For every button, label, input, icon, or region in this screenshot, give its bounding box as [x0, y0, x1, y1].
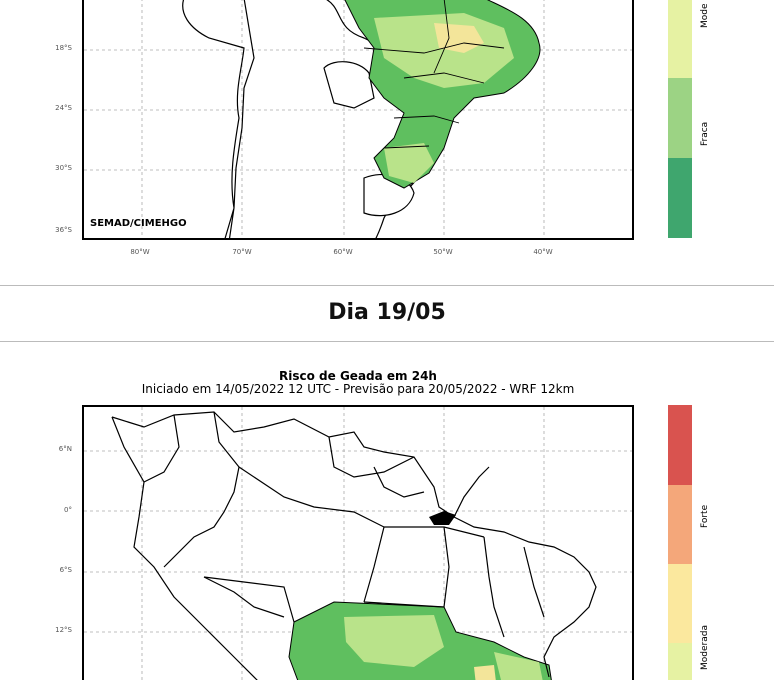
lon-label: 50°W — [433, 248, 453, 256]
lat-label: 18°S — [55, 44, 72, 52]
state-border — [403, 72, 485, 84]
lon-label: 80°W — [130, 248, 150, 256]
top-map-svg — [84, 0, 632, 238]
colorbar-label-moderada: Moderada — [700, 625, 710, 670]
colorbar-label-fraca: Fraca — [700, 121, 710, 146]
colorbar-label-forte: Forte — [700, 504, 710, 528]
lon-label: 60°W — [333, 248, 353, 256]
lat-label: 6°S — [59, 566, 72, 574]
frost-risk-yellow — [474, 665, 496, 680]
country-border — [238, 466, 385, 528]
lat-label: 12°S — [55, 626, 72, 634]
coastline-west — [111, 416, 258, 680]
state-border — [393, 115, 460, 124]
colorbar-segment-moderada-low — [668, 643, 692, 680]
lat-label: 30°S — [55, 164, 72, 172]
bottom-map-frame — [82, 405, 634, 680]
state-border — [523, 546, 545, 618]
state-border — [363, 42, 505, 54]
lat-label: 24°S — [55, 104, 72, 112]
lon-label: 40°W — [533, 248, 553, 256]
state-border — [363, 526, 385, 603]
paraguay-outline — [323, 61, 375, 109]
state-border — [453, 466, 490, 518]
country-border — [328, 436, 415, 478]
top-map-panel: SEMAD/CIMEHGO 18°S 24°S 30°S 36°S 80°W 7… — [0, 0, 774, 280]
state-border — [433, 0, 450, 74]
frost-risk-light — [344, 615, 444, 667]
colorbar-segment-fraca — [668, 78, 692, 158]
state-border — [483, 536, 505, 638]
frost-risk-light-east — [494, 652, 543, 680]
map-credit: SEMAD/CIMEHGO — [90, 218, 187, 229]
map-subtitle: Iniciado em 14/05/2022 12 UTC - Previsão… — [141, 382, 575, 396]
bottom-map-svg — [84, 407, 632, 680]
top-map-frame: SEMAD/CIMEHGO — [82, 0, 634, 240]
country-border — [163, 411, 240, 568]
colorbar-segment-very-strong — [668, 405, 692, 485]
colorbar-segment-forte — [668, 485, 692, 564]
lat-label: 6°N — [58, 445, 72, 453]
state-border — [203, 576, 285, 618]
state-border — [373, 466, 425, 498]
colorbar-segment-moderada-high — [668, 564, 692, 643]
divider-bottom — [0, 341, 774, 342]
bottom-colorbar — [668, 405, 692, 680]
state-border — [363, 601, 445, 608]
divider-top — [0, 285, 774, 286]
lon-label: 70°W — [232, 248, 252, 256]
map-title: Risco de Geada em 24h — [279, 369, 437, 383]
amazon-delta — [429, 511, 456, 525]
colorbar-segment-very-weak — [668, 158, 692, 238]
country-border — [203, 576, 295, 623]
state-border — [384, 526, 485, 538]
coastline-north — [111, 411, 597, 678]
south-america-outline — [182, 0, 255, 238]
state-border — [383, 145, 430, 149]
country-border — [143, 414, 180, 483]
lat-label: 0° — [64, 506, 72, 514]
top-colorbar — [668, 0, 692, 238]
colorbar-segment-moderada-low — [668, 0, 692, 78]
colorbar-label-moderada: Mode — [700, 3, 710, 28]
frost-risk-light-south — [384, 143, 434, 183]
lat-label: 36°S — [55, 226, 72, 234]
state-border — [443, 526, 450, 608]
day-heading: Dia 19/05 — [328, 300, 446, 325]
frost-risk-yellow — [434, 23, 484, 53]
